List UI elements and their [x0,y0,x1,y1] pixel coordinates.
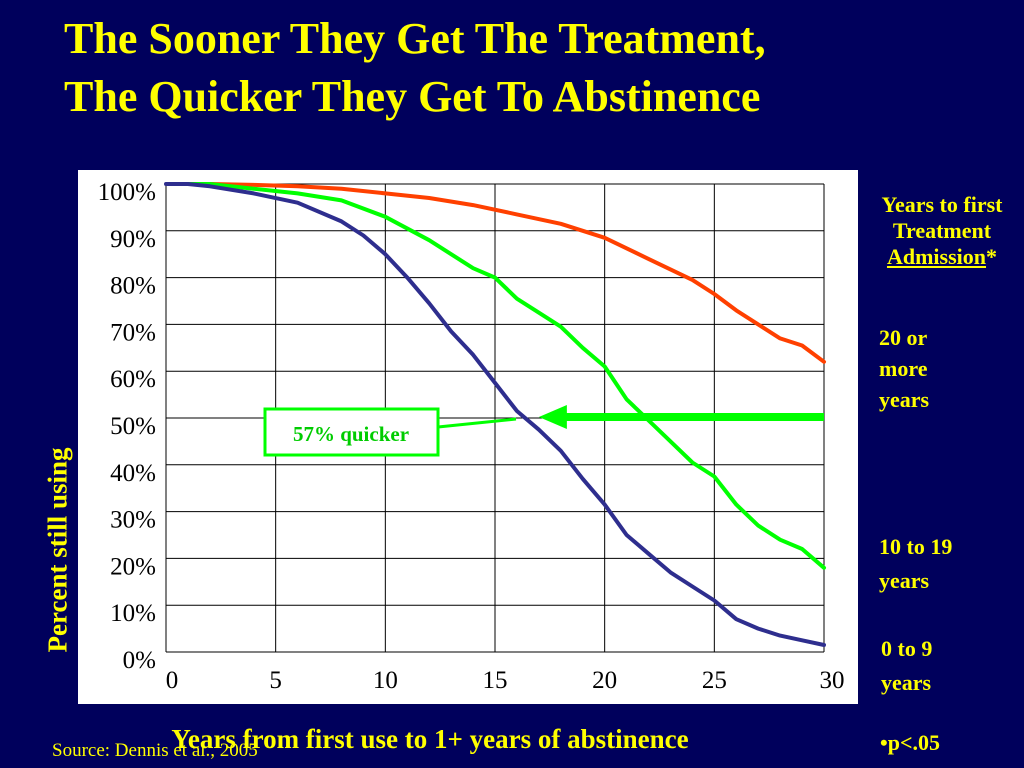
legend-title: Years to first Treatment Admission* [882,192,1003,270]
annotation-box [263,407,440,457]
y-tick-label: 70% [110,319,156,346]
legend-item-0-9: 0 to 9 years [881,632,932,700]
x-tick-label: 10 [373,667,398,694]
y-tick-label: 0% [123,647,156,674]
y-tick-label: 50% [110,413,156,440]
legend-title-line-2: Treatment [892,218,992,243]
legend-title-line-3: Admission [886,244,987,269]
annotation-arrow-head [538,405,567,429]
y-tick-label: 60% [110,366,156,393]
x-axis-label: Years from first use to 1+ years of abst… [171,724,689,754]
chart-panel [78,170,858,704]
y-tick-label: 80% [110,273,156,300]
legend-item-0-9-line-2: years [881,670,932,695]
legend-title-star: * [986,244,998,269]
line-20-plus-years [185,182,826,364]
legend-item-10-19-line-1: 10 to 19 [879,534,953,559]
legend-item-20-plus: 20 or more years [879,322,929,415]
y-tick-label: 20% [110,553,156,580]
x-tick-label: 20 [592,667,617,694]
legend-title-line-1: Years to first [881,192,1003,217]
y-tick-label: 10% [110,600,156,627]
slide-title: The Sooner They Get The Treatment, The Q… [64,10,964,126]
annotation-label: 57% quicker [293,422,409,446]
y-tick-label: 30% [110,507,156,534]
x-tick-label: 30 [820,667,845,694]
legend-item-20-plus-line-2: more [879,356,928,381]
x-tick-label: 0 [166,667,179,694]
line-0-9-years [164,182,826,647]
legend-item-0-9-line-1: 0 to 9 [881,636,933,661]
legend-item-10-19-line-2: years [879,568,930,593]
significance-footnote: •p<.05 [880,730,940,755]
y-tick-label: 100% [98,179,156,206]
y-tick-label: 90% [110,226,156,253]
legend-item-10-19: 10 to 19 years [879,530,952,598]
legend-item-20-plus-line-1: 20 or [879,325,928,350]
y-tick-label: 40% [110,460,156,487]
x-tick-label: 15 [483,667,508,694]
y-axis-label: Percent still using [42,447,73,653]
legend-item-20-plus-line-3: years [879,387,930,412]
x-tick-label: 5 [269,667,282,694]
title-line-1: The Sooner They Get The Treatment, [64,14,766,63]
annotation-leader-line [437,417,517,429]
title-line-2: The Quicker They Get To Abstinence [64,72,761,121]
x-tick-label: 25 [702,667,727,694]
source-citation: Source: Dennis et al., 2005 [52,740,258,761]
line-10-19-years [185,182,826,570]
